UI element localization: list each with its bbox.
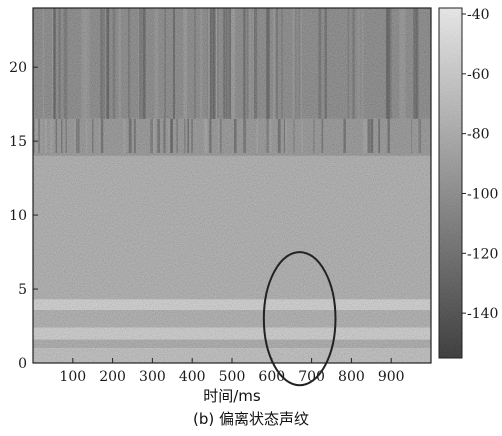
y-tick-label: 0 <box>18 356 27 372</box>
x-tick-label: 400 <box>179 369 206 385</box>
colorbar-noise <box>439 8 462 358</box>
heatmap-area <box>33 8 431 363</box>
x-tick-label: 300 <box>139 369 166 385</box>
colorbar-ticks: -40 -60 -80 -100 -120 -140 <box>462 7 498 322</box>
x-axis-label: 时间/ms <box>203 387 261 405</box>
x-tick-label: 200 <box>99 369 126 385</box>
y-axis: 0 5 10 15 20 <box>9 60 38 372</box>
annotation-ellipse <box>262 251 337 387</box>
colorbar-tick-label: -40 <box>467 7 490 23</box>
figure-caption: (b) 偏离状态声纹 <box>193 410 309 428</box>
colorbar-tick-label: -120 <box>467 246 498 262</box>
x-tick-label: 100 <box>59 369 86 385</box>
colorbar-tick-label: -140 <box>467 306 498 322</box>
x-axis: 100 200 300 400 500 600 700 800 900 <box>59 358 405 385</box>
x-tick-label: 700 <box>298 369 325 385</box>
colorbar-tick-label: -80 <box>467 127 490 143</box>
y-tick-label: 5 <box>18 282 27 298</box>
x-tick-label: 800 <box>338 369 365 385</box>
y-tick-label: 20 <box>9 60 27 76</box>
heatmap-noise-overlay <box>33 8 431 363</box>
y-tick-label: 15 <box>9 134 27 150</box>
x-tick-label: 900 <box>378 369 405 385</box>
colorbar-tick-label: -60 <box>467 67 490 83</box>
colorbar-frame <box>438 7 463 359</box>
colorbar: -40 -60 -80 -100 -120 -140 <box>438 7 498 359</box>
x-tick-label: 500 <box>219 369 246 385</box>
y-tick-label: 10 <box>9 208 27 224</box>
colorbar-tick-label: -100 <box>467 186 498 202</box>
